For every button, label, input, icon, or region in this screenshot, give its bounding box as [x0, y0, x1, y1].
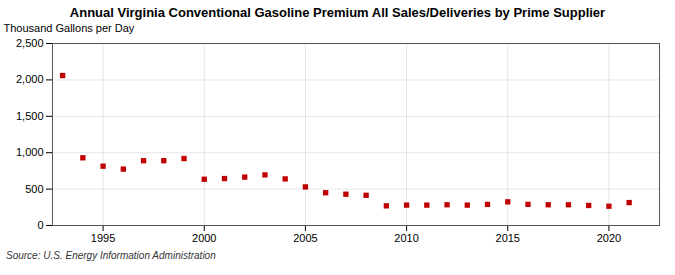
- svg-text:2,000: 2,000: [16, 73, 44, 85]
- svg-text:0: 0: [37, 219, 43, 231]
- html-text:Annual Virginia Conventional G: Annual Virginia Conventional Gasoline Pr…: [69, 5, 606, 20]
- svg-text:2015: 2015: [496, 232, 520, 244]
- svg-text:2005: 2005: [293, 232, 317, 244]
- svg-text:2000: 2000: [192, 232, 216, 244]
- svg-text:Thousand Gallons per Day: Thousand Gallons per Day: [4, 22, 135, 34]
- svg-text:2,500: 2,500: [16, 37, 44, 49]
- svg-text:1,000: 1,000: [16, 146, 44, 158]
- svg-text:1995: 1995: [91, 232, 115, 244]
- svg-text:1,500: 1,500: [16, 110, 44, 122]
- svg-text:500: 500: [25, 183, 43, 195]
- html-text:Source: U.S. Energy Informatio: Source: U.S. Energy Information Administ…: [6, 250, 216, 261]
- svg-text:2010: 2010: [394, 232, 418, 244]
- svg-text:2020: 2020: [597, 232, 621, 244]
